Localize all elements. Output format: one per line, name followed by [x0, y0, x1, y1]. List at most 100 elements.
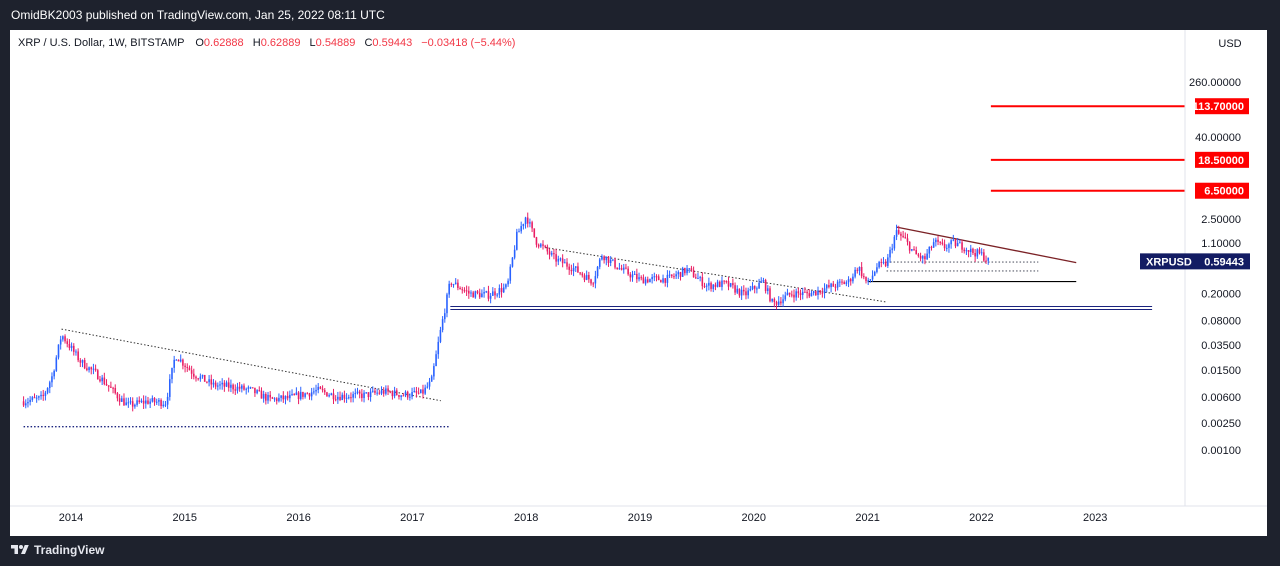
candle-body	[107, 385, 110, 387]
candle-body	[295, 392, 298, 395]
candle-body	[703, 286, 706, 288]
candle-body	[649, 279, 651, 283]
candle-body	[788, 292, 791, 295]
candle-body	[448, 283, 450, 295]
publish-info: OmidBK2003 published on TradingView.com,…	[11, 8, 385, 22]
candle-body	[101, 377, 103, 382]
candle-body	[136, 400, 138, 405]
candle-body	[876, 267, 878, 272]
candle-body	[945, 247, 948, 249]
candle-body	[553, 253, 555, 255]
candle-body	[980, 252, 983, 254]
candle-body	[893, 236, 896, 249]
tradingview-logo[interactable]: TradingView	[10, 543, 104, 557]
candle-body	[389, 391, 392, 393]
candle-body	[908, 241, 911, 251]
svg-text:XRP / U.S. Dollar, 1W, BITSTAM: XRP / U.S. Dollar, 1W, BITSTAMP O0.62888…	[18, 37, 515, 49]
trendline	[545, 247, 887, 303]
candle-body	[127, 402, 130, 404]
candle-body	[572, 267, 575, 272]
candle-body	[762, 280, 765, 282]
chart-area[interactable]: 260.00000 40.00000 2.50000 1.10000 0.20000 0.…	[10, 30, 1267, 536]
time-tick-label: 2016	[286, 512, 310, 524]
candle-body	[721, 280, 723, 287]
legend-low: 0.54889	[316, 37, 356, 49]
candle-body	[640, 277, 643, 279]
candle-body	[727, 281, 730, 287]
candle-body	[398, 394, 400, 397]
tradingview-logo-text: TradingView	[34, 543, 105, 557]
candle-body	[81, 360, 84, 363]
candle-body	[452, 284, 455, 286]
candle-body	[182, 359, 184, 366]
candle-body	[42, 394, 45, 396]
candle-body	[470, 292, 472, 294]
candle-body	[498, 288, 501, 295]
price-tick-label: 0.08000	[1201, 316, 1241, 328]
candle-body	[751, 286, 754, 290]
candle-body	[769, 288, 771, 302]
candle-body	[598, 259, 601, 267]
candle-body	[505, 284, 507, 288]
candle-body	[380, 390, 383, 394]
candle-body	[677, 272, 680, 275]
candle-body	[286, 395, 289, 399]
candle-body	[323, 390, 326, 393]
price-label-text: 6.50000	[1204, 186, 1244, 198]
candle-body	[385, 388, 387, 394]
candle-body	[950, 240, 952, 245]
candle-body	[474, 291, 477, 298]
candle-body	[234, 389, 237, 391]
candle-body	[103, 377, 106, 385]
candle-body	[406, 391, 409, 398]
candle-body	[891, 248, 894, 250]
candle-body	[959, 242, 961, 244]
candle-body	[791, 294, 793, 296]
last-price-symbol: XRPUSD	[1146, 256, 1192, 268]
candle-body	[839, 281, 841, 283]
candle-body	[972, 248, 974, 254]
candle-body	[673, 276, 675, 278]
candle-body	[494, 291, 496, 296]
candle-body	[243, 385, 245, 390]
candle-body	[62, 336, 64, 340]
candle-body	[786, 292, 789, 296]
candle-body	[483, 292, 485, 294]
candle-body	[745, 291, 747, 296]
candle-body	[830, 283, 832, 288]
candle-body	[308, 393, 311, 397]
candle-body	[725, 281, 728, 283]
last-price-box	[1140, 253, 1250, 270]
price-tick-label: 1.10000	[1201, 238, 1241, 250]
candle-body	[267, 394, 269, 401]
candle-body	[627, 268, 629, 275]
candle-body	[166, 396, 169, 405]
time-tick-label: 2021	[855, 512, 879, 524]
price-chart[interactable]: 260.00000 40.00000 2.50000 1.10000 0.20000 0.…	[10, 30, 1267, 536]
candle-body	[116, 393, 119, 399]
candle-body	[293, 393, 296, 395]
candle-body	[232, 384, 234, 390]
candle-body	[718, 281, 721, 287]
candle-body	[485, 291, 488, 293]
candle-body	[299, 391, 302, 400]
candle-body	[749, 289, 752, 291]
candle-body	[747, 290, 749, 296]
candle-body	[734, 285, 736, 293]
candle-body	[943, 243, 946, 249]
candle-body	[413, 390, 416, 393]
candle-body	[882, 261, 885, 263]
candle-body	[487, 291, 490, 299]
legend-high: 0.62889	[261, 37, 301, 49]
candle-body	[105, 384, 108, 386]
candle-body	[29, 399, 31, 402]
candle-body	[812, 291, 815, 294]
candle-body	[660, 280, 662, 283]
candle-body	[354, 392, 357, 395]
candle-body	[147, 400, 149, 404]
candle-body	[256, 390, 258, 394]
candle-body	[53, 370, 55, 377]
candle-body	[363, 392, 365, 399]
candle-body	[177, 359, 180, 362]
time-axis-ticks: 2014 2015 2016 2017 2018 2019 2020 2021 2022 2023	[59, 512, 1108, 524]
